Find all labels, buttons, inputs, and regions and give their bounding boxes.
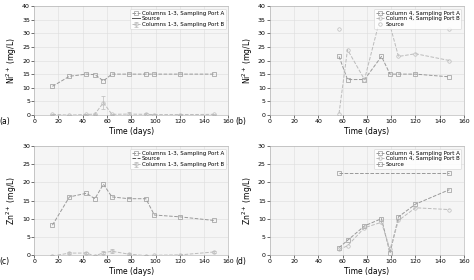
Column 4, Sampling Port A [336, 246, 342, 249]
Column 4, Sampling Port B [362, 78, 367, 81]
Columns 1-3, Sampling Port A [50, 223, 55, 227]
Columns 1-3, Sampling Port A [177, 73, 182, 76]
Column 4, Sampling Port B [336, 112, 342, 115]
Text: (b): (b) [235, 117, 246, 126]
X-axis label: Time (days): Time (days) [345, 127, 390, 136]
Column 4, Sampling Port A [447, 188, 452, 191]
Columns 1-3, Sampling Port A [92, 197, 98, 200]
Columns 1-3, Sampling Port A [152, 73, 157, 76]
Source [50, 253, 55, 256]
Line: Source: Source [337, 172, 451, 175]
Column 4, Sampling Port B [447, 59, 452, 62]
Line: Column 4, Sampling Port A: Column 4, Sampling Port A [337, 188, 451, 255]
Column 4, Sampling Port A [413, 202, 419, 206]
Column 4, Sampling Port B [413, 52, 419, 55]
Columns 1-3, Sampling Port A [50, 85, 55, 88]
Columns 1-3, Sampling Port A [109, 195, 115, 199]
X-axis label: Time (days): Time (days) [345, 267, 390, 276]
Line: Column 4, Sampling Port A: Column 4, Sampling Port A [337, 55, 451, 81]
Column 4, Sampling Port A [396, 215, 401, 218]
Columns 1-3, Sampling Port A [211, 219, 217, 222]
Source [92, 113, 98, 116]
Line: Column 4, Sampling Port B: Column 4, Sampling Port B [337, 11, 451, 115]
Column 4, Sampling Port B [387, 248, 393, 251]
Text: (d): (d) [235, 257, 246, 266]
Column 4, Sampling Port A [379, 217, 384, 220]
Columns 1-3, Sampling Port A [100, 183, 106, 186]
Column 4, Sampling Port A [336, 55, 342, 58]
Line: Source: Source [337, 27, 451, 31]
Line: Columns 1-3, Sampling Port A: Columns 1-3, Sampling Port A [51, 183, 216, 227]
Columns 1-3, Sampling Port A [177, 215, 182, 218]
Column 4, Sampling Port A [447, 75, 452, 78]
Columns 1-3, Sampling Port A [143, 73, 149, 76]
Column 4, Sampling Port A [345, 78, 350, 81]
X-axis label: Time (days): Time (days) [109, 267, 154, 276]
Column 4, Sampling Port B [362, 226, 367, 229]
Legend: Column 4, Sampling Port A, Column 4, Sampling Port B, Source: Column 4, Sampling Port A, Column 4, Sam… [374, 149, 461, 169]
Column 4, Sampling Port B [345, 244, 350, 248]
Y-axis label: Zn$^{2+}$ (mg/L): Zn$^{2+}$ (mg/L) [5, 176, 19, 225]
Column 4, Sampling Port B [379, 221, 384, 224]
Columns 1-3, Sampling Port A [211, 73, 217, 76]
Source [211, 113, 217, 116]
Columns 1-3, Sampling Port A [100, 79, 106, 83]
Text: (a): (a) [0, 117, 10, 126]
Source [336, 172, 342, 175]
Column 4, Sampling Port A [362, 224, 367, 228]
Column 4, Sampling Port B [447, 208, 452, 211]
Column 4, Sampling Port A [387, 73, 393, 76]
X-axis label: Time (days): Time (days) [109, 127, 154, 136]
Column 4, Sampling Port A [362, 78, 367, 81]
Column 4, Sampling Port B [379, 11, 384, 15]
Column 4, Sampling Port B [396, 219, 401, 222]
Legend: Column 4, Sampling Port A, Column 4, Sampling Port B, Source: Column 4, Sampling Port A, Column 4, Sam… [374, 9, 461, 29]
Text: (c): (c) [0, 257, 9, 266]
Source [211, 253, 217, 256]
Source [336, 28, 342, 31]
Columns 1-3, Sampling Port A [126, 197, 132, 200]
Y-axis label: Ni$^{2+}$ (mg/L): Ni$^{2+}$ (mg/L) [5, 37, 19, 84]
Columns 1-3, Sampling Port A [83, 73, 89, 76]
Columns 1-3, Sampling Port A [66, 74, 72, 78]
Columns 1-3, Sampling Port A [109, 73, 115, 76]
Columns 1-3, Sampling Port A [66, 195, 72, 199]
Columns 1-3, Sampling Port A [152, 213, 157, 217]
Columns 1-3, Sampling Port A [83, 192, 89, 195]
Y-axis label: Zn$^{2+}$ (mg/L): Zn$^{2+}$ (mg/L) [241, 176, 255, 225]
Column 4, Sampling Port B [336, 248, 342, 251]
Line: Columns 1-3, Sampling Port A: Columns 1-3, Sampling Port A [51, 73, 216, 88]
Column 4, Sampling Port B [413, 206, 419, 209]
Column 4, Sampling Port A [387, 251, 393, 255]
Column 4, Sampling Port B [345, 48, 350, 51]
Column 4, Sampling Port A [396, 73, 401, 76]
Column 4, Sampling Port A [345, 239, 350, 242]
Columns 1-3, Sampling Port A [143, 197, 149, 200]
Column 4, Sampling Port A [413, 73, 419, 76]
Columns 1-3, Sampling Port A [126, 73, 132, 76]
Line: Column 4, Sampling Port B: Column 4, Sampling Port B [337, 206, 451, 251]
Column 4, Sampling Port A [379, 55, 384, 58]
Y-axis label: Ni$^{2+}$ (mg/L): Ni$^{2+}$ (mg/L) [241, 37, 255, 84]
Source [92, 253, 98, 256]
Source [447, 172, 452, 175]
Source [447, 28, 452, 31]
Column 4, Sampling Port B [396, 55, 401, 58]
Legend: Columns 1-3, Sampling Port A, Source, Columns 1-3, Sampling Port B: Columns 1-3, Sampling Port A, Source, Co… [130, 9, 226, 29]
Source [50, 113, 55, 116]
Columns 1-3, Sampling Port A [92, 73, 98, 76]
Column 4, Sampling Port B [387, 24, 393, 27]
Legend: Columns 1-3, Sampling Port A, Source, Columns 1-3, Sampling Port B: Columns 1-3, Sampling Port A, Source, Co… [130, 149, 226, 169]
